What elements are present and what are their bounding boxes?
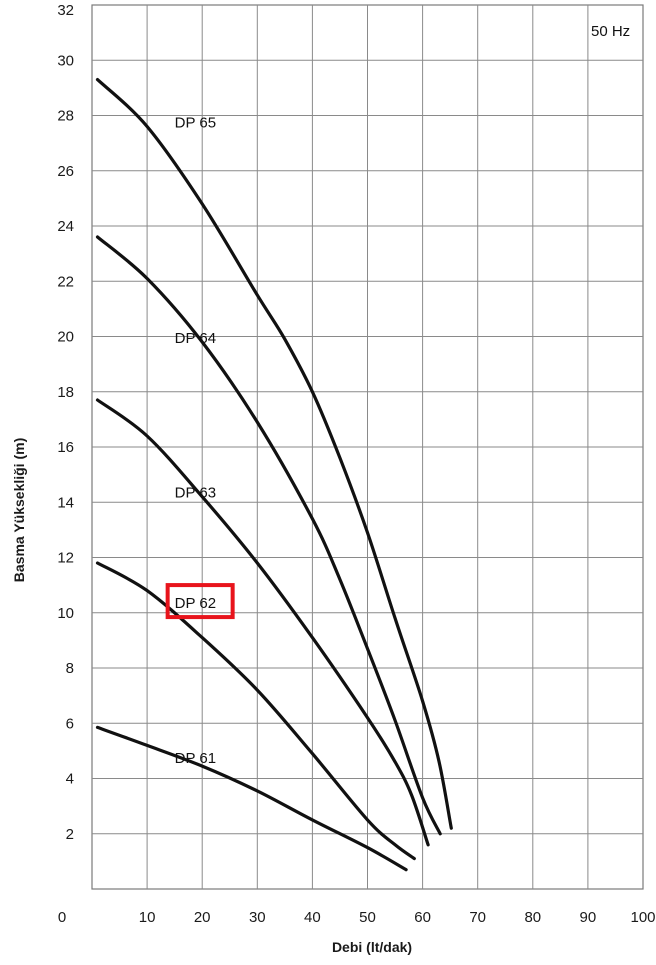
y-tick-label: 24 bbox=[57, 218, 74, 235]
highlight-box-dp-62 bbox=[165, 583, 235, 620]
label-dp-65: DP 65 bbox=[175, 114, 216, 131]
y-tick-label: 12 bbox=[57, 550, 74, 567]
y-tick-label: 2 bbox=[66, 826, 74, 843]
x-tick-label: 50 bbox=[359, 909, 376, 926]
pump-curves bbox=[95, 78, 453, 872]
x-tick-label: 60 bbox=[414, 909, 431, 926]
curve-dp-63 bbox=[95, 398, 430, 847]
y-tick-label: 30 bbox=[57, 52, 74, 69]
x-tick-label: 100 bbox=[630, 909, 655, 926]
label-dp-63: DP 63 bbox=[175, 485, 216, 502]
y-tick-label: 10 bbox=[57, 605, 74, 622]
y-tick-label: 28 bbox=[57, 108, 74, 125]
y-tick-label: 18 bbox=[57, 384, 74, 401]
y-tick-label: 26 bbox=[57, 163, 74, 180]
curve-dp-61 bbox=[95, 725, 408, 872]
y-tick-label: 8 bbox=[66, 660, 74, 677]
y-tick-label: 14 bbox=[57, 494, 74, 511]
curve-dp-62 bbox=[95, 561, 416, 861]
curve-dp-64 bbox=[95, 235, 442, 836]
grid bbox=[91, 4, 644, 890]
y-tick-label: 20 bbox=[57, 329, 74, 346]
label-dp-62: DP 62 bbox=[175, 595, 216, 612]
y-tick-label: 22 bbox=[57, 273, 74, 290]
y-axis-title: Basma Yüksekliği (m) bbox=[11, 438, 27, 582]
x-tick-label: 90 bbox=[580, 909, 597, 926]
x-tick-label: 0 bbox=[58, 909, 66, 926]
y-tick-label: 4 bbox=[66, 771, 74, 788]
y-tick-label: 6 bbox=[66, 715, 74, 732]
x-tick-label: 20 bbox=[194, 909, 211, 926]
x-tick-label: 70 bbox=[469, 909, 486, 926]
x-axis-title: Debi (lt/dak) bbox=[332, 939, 412, 955]
y-tick-label: 16 bbox=[57, 439, 74, 456]
axis-ticks: 0 10 20 30 40 50 60 70 80 90 100246810121416182022… bbox=[57, 2, 655, 926]
x-tick-label: 40 bbox=[304, 909, 321, 926]
x-tick-label: 80 bbox=[524, 909, 541, 926]
curve-dp-65 bbox=[95, 78, 453, 830]
x-tick-label: 30 bbox=[249, 909, 266, 926]
x-tick-label: 10 bbox=[139, 909, 156, 926]
y-tick-label: 32 bbox=[57, 2, 74, 19]
label-dp-64: DP 64 bbox=[175, 330, 216, 347]
label-dp-61: DP 61 bbox=[175, 750, 216, 767]
frequency-annotation: 50 Hz bbox=[591, 23, 630, 40]
series-labels: DP 65 DP 64 DP 63 DP 62 DP 61 bbox=[165, 114, 235, 767]
